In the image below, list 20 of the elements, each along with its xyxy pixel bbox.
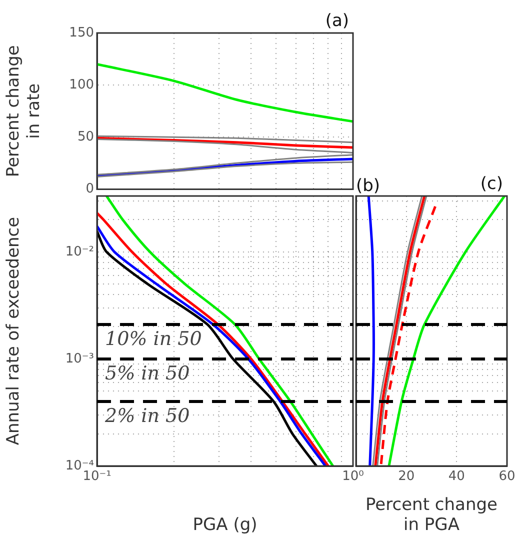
y-tick-label: 10⁻³: [65, 351, 94, 366]
x-tick-label: 60: [498, 469, 516, 484]
ref-line-label: 2% in 50: [104, 404, 190, 427]
text: (a): [325, 10, 349, 31]
y-tick-label: 150: [69, 25, 94, 40]
x-tick-label: 10⁰: [342, 469, 364, 484]
text: (c): [480, 174, 503, 194]
y-tick-label: 0: [86, 182, 94, 197]
ref-line-label: 10% in 50: [105, 328, 202, 350]
y-axis-title: Annual rate of exceedence: [4, 216, 24, 446]
y-axis-title: Percent change in rate: [4, 45, 44, 178]
x-tick-label: 20: [398, 469, 415, 484]
x-axis-title: PGA (g): [192, 515, 258, 536]
text: (b): [356, 176, 380, 196]
y-tick-label: 10⁻²: [65, 244, 94, 260]
ref-line-label: 5% in 50: [105, 362, 190, 384]
x-axis-title: Percent change in PGA: [366, 494, 498, 536]
y-tick-label: 100: [69, 77, 94, 92]
x-tick-label: 40: [448, 469, 465, 484]
y-tick-label: 50: [77, 130, 94, 145]
